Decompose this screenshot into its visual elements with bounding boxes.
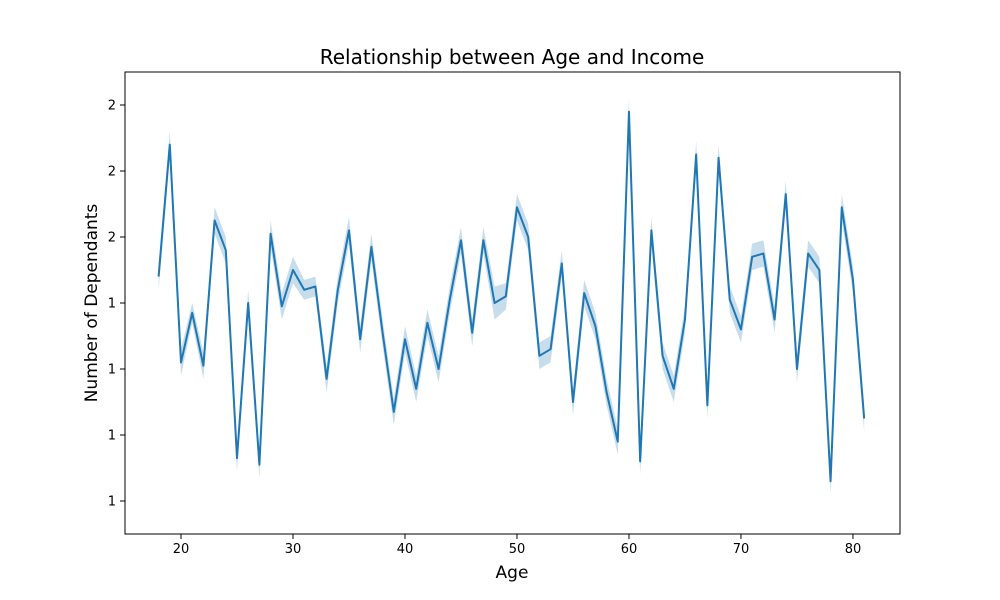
axes-frame — [124, 71, 901, 535]
x-tick-label: 70 — [733, 542, 750, 557]
x-tick-label: 30 — [285, 542, 302, 557]
y-tick-label: 1 — [108, 429, 116, 444]
y-tick-label: 2 — [108, 99, 116, 114]
x-tick-label: 40 — [397, 542, 414, 557]
y-tick-label: 1 — [108, 495, 116, 510]
chart-title: Relationship between Age and Income — [320, 45, 705, 69]
x-tick-label: 20 — [173, 542, 190, 557]
y-tick-label: 1 — [108, 363, 116, 378]
confidence-band — [158, 98, 865, 495]
y-axis: 1 1 1 1 2 2 2 — [108, 99, 125, 510]
y-tick-label: 1 — [108, 297, 116, 312]
y-tick-label: 2 — [108, 231, 116, 246]
x-tick-label: 60 — [621, 542, 638, 557]
series-line — [157, 110, 866, 483]
x-axis: 20 30 40 50 60 70 80 — [173, 534, 862, 557]
y-tick-label: 2 — [108, 165, 116, 180]
x-tick-label: 80 — [845, 542, 862, 557]
plot-area — [124, 71, 901, 535]
y-axis-label: Number of Dependants — [82, 204, 102, 403]
x-tick-label: 50 — [509, 542, 526, 557]
x-axis-label: Age — [496, 563, 529, 583]
